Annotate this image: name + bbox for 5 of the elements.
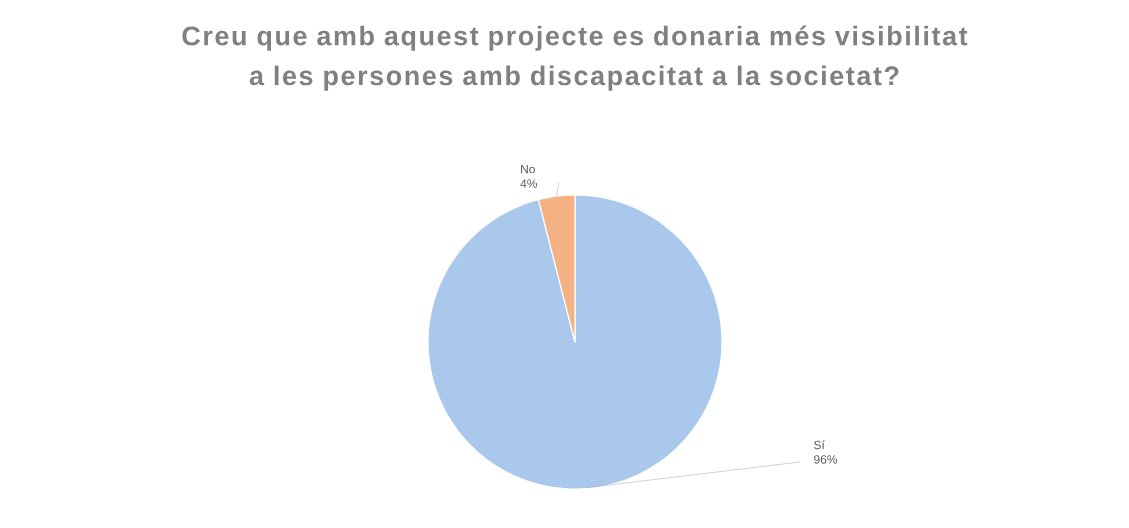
slice-label: No [521, 164, 535, 174]
slice-label: Sí [814, 440, 825, 450]
data-label: 4% [520, 179, 537, 188]
chart-title: Creu que amb aquest projecte es donaria més visibilitat a les persones amb discapacitat a la societat? [182, 25, 968, 91]
data-label: 96% [814, 455, 838, 464]
